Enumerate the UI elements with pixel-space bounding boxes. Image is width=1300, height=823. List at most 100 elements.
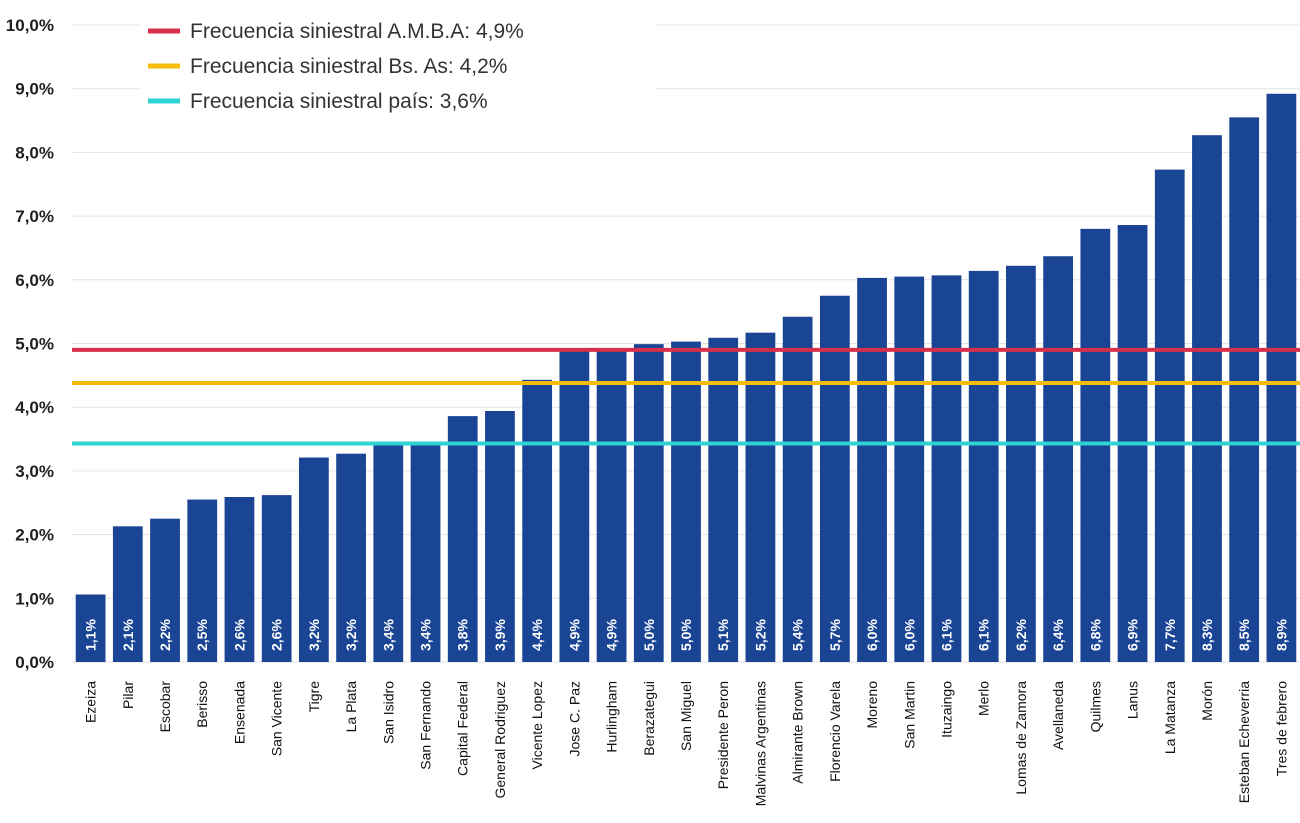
data-label: 4,9% bbox=[566, 619, 582, 651]
bar bbox=[150, 518, 180, 662]
x-tick-label: Lomas de Zamora bbox=[1013, 681, 1029, 795]
data-label: 8,9% bbox=[1273, 619, 1289, 651]
bar bbox=[782, 316, 813, 662]
x-tick-label: San Fernando bbox=[418, 681, 434, 770]
data-label: 2,5% bbox=[194, 619, 210, 651]
bar bbox=[112, 526, 143, 662]
data-label: 2,6% bbox=[269, 619, 285, 651]
x-tick-label: San Vicente bbox=[269, 681, 285, 756]
x-tick-label: Vicente Lopez bbox=[529, 681, 545, 769]
y-tick-label: 4,0% bbox=[15, 398, 54, 417]
data-label: 3,2% bbox=[343, 619, 359, 651]
data-label: 5,0% bbox=[678, 619, 694, 651]
data-label: 3,8% bbox=[455, 619, 471, 651]
y-tick-label: 3,0% bbox=[15, 462, 54, 481]
x-tick-label: Quilmes bbox=[1087, 681, 1103, 732]
data-label: 4,4% bbox=[529, 619, 545, 651]
bar bbox=[819, 295, 850, 662]
data-label: 3,9% bbox=[492, 619, 508, 651]
bar bbox=[410, 443, 441, 662]
x-tick-label: Jose C. Paz bbox=[566, 681, 582, 756]
y-tick-label: 1,0% bbox=[15, 589, 54, 608]
x-tick-label: Ezeiza bbox=[83, 681, 99, 723]
data-label: 7,7% bbox=[1162, 619, 1178, 651]
y-tick-label: 7,0% bbox=[15, 207, 54, 226]
x-tick-label: Lanus bbox=[1125, 681, 1141, 719]
bar bbox=[596, 347, 627, 662]
y-tick-label: 8,0% bbox=[15, 143, 54, 162]
x-tick-label: Florencio Varela bbox=[827, 681, 843, 782]
data-label: 6,2% bbox=[1013, 619, 1029, 651]
data-label: 6,4% bbox=[1050, 619, 1066, 651]
x-tick-label: Ituzaingo bbox=[938, 681, 954, 738]
data-label: 6,0% bbox=[901, 619, 917, 651]
x-tick-label: Avellaneda bbox=[1050, 681, 1066, 750]
bar bbox=[633, 344, 664, 662]
bar bbox=[261, 495, 292, 662]
data-label: 5,2% bbox=[752, 619, 768, 651]
legend-entry: Frecuencia siniestral Bs. As: 4,2% bbox=[190, 55, 507, 78]
x-tick-label: Hurlingham bbox=[604, 681, 620, 753]
x-tick-label: General Rodriguez bbox=[492, 681, 508, 799]
y-tick-label: 5,0% bbox=[15, 335, 54, 354]
bar bbox=[1266, 93, 1297, 662]
y-axis-ticks: 0,0% 1,0% 2,0% 3,0% 4,0% 5,0% 6,0% 7,0% 8,0% 9,0%… bbox=[6, 16, 54, 672]
data-label: 5,4% bbox=[790, 619, 806, 651]
bar bbox=[373, 443, 404, 662]
data-label: 6,0% bbox=[864, 619, 880, 651]
legend: Frecuencia siniestral A.M.B.A: 4,9% Frecu… bbox=[140, 12, 655, 120]
data-labels: 1,1% 2,1% 2,2% 2,5% 2,6% 2,6% 3,2% 3,2% 3,4% 3,4%… bbox=[83, 619, 1290, 651]
x-tick-label: La Matanza bbox=[1162, 681, 1178, 754]
bar bbox=[336, 453, 366, 662]
bar bbox=[857, 277, 887, 662]
x-tick-label: Ensenada bbox=[231, 681, 247, 744]
data-label: 6,1% bbox=[938, 619, 954, 651]
bar bbox=[447, 416, 478, 662]
data-label: 6,8% bbox=[1087, 619, 1103, 651]
legend-entry: Frecuencia siniestral A.M.B.A: 4,9% bbox=[190, 20, 524, 43]
y-tick-label: 10,0% bbox=[6, 16, 54, 35]
y-tick-label: 6,0% bbox=[15, 271, 54, 290]
bar bbox=[1006, 265, 1036, 662]
bar bbox=[298, 457, 329, 662]
data-label: 8,3% bbox=[1199, 619, 1215, 651]
data-label: 3,4% bbox=[380, 619, 396, 651]
x-tick-label: Tres de febrero bbox=[1273, 681, 1289, 776]
data-label: 6,9% bbox=[1125, 619, 1141, 651]
bar bbox=[1043, 256, 1074, 662]
data-label: 3,2% bbox=[306, 619, 322, 651]
data-label: 6,1% bbox=[976, 619, 992, 651]
legend-entry: Frecuencia siniestral país: 3,6% bbox=[190, 90, 488, 113]
x-tick-label: Malvinas Argentinas bbox=[752, 681, 768, 806]
data-label: 2,2% bbox=[157, 619, 173, 651]
bar bbox=[968, 270, 999, 662]
x-tick-label: Berisso bbox=[194, 681, 210, 728]
bar bbox=[1192, 135, 1222, 663]
data-label: 5,0% bbox=[641, 619, 657, 651]
x-tick-label: Moreno bbox=[864, 681, 880, 729]
y-tick-label: 9,0% bbox=[15, 80, 54, 99]
x-tick-label: Escobar bbox=[157, 681, 173, 733]
reference-lines bbox=[72, 347, 1300, 446]
bar bbox=[522, 379, 553, 662]
bar bbox=[485, 411, 515, 662]
bar bbox=[75, 594, 106, 662]
x-tick-label: Presidente Peron bbox=[715, 681, 731, 789]
data-label: 3,4% bbox=[418, 619, 434, 651]
x-tick-label: San Miguel bbox=[678, 681, 694, 751]
x-tick-label: Almirante Brown bbox=[790, 681, 806, 784]
x-tick-label: Morón bbox=[1199, 681, 1215, 721]
data-label: 5,7% bbox=[827, 619, 843, 651]
bar bbox=[1154, 169, 1185, 662]
x-tick-label: Pilar bbox=[120, 681, 136, 709]
x-tick-label: Tigre bbox=[306, 681, 322, 713]
x-tick-label: Merlo bbox=[976, 681, 992, 716]
bar bbox=[931, 275, 962, 662]
data-label: 4,9% bbox=[604, 619, 620, 651]
bar bbox=[745, 332, 776, 662]
data-label: 8,5% bbox=[1236, 619, 1252, 651]
x-tick-label: San Martin bbox=[901, 681, 917, 749]
bar bbox=[224, 497, 255, 662]
x-tick-label: San Isidro bbox=[380, 681, 396, 744]
